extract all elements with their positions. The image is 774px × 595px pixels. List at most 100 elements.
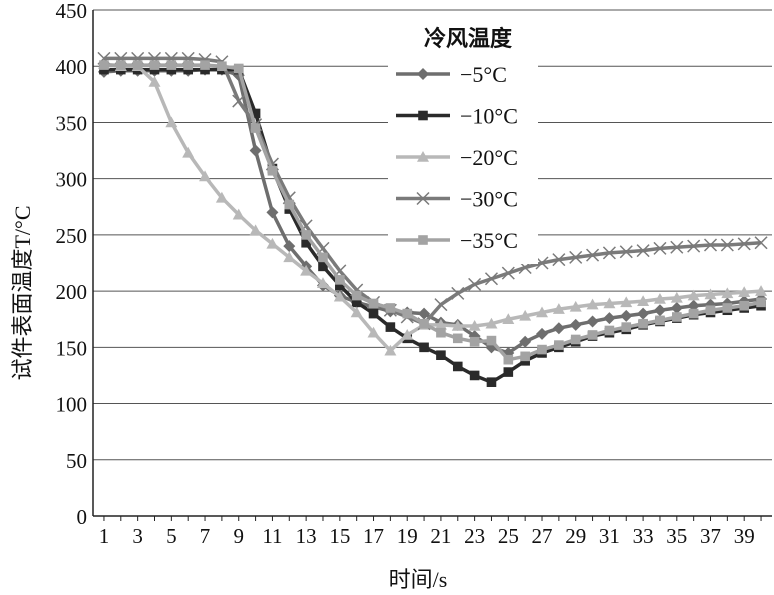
data-point — [636, 244, 650, 258]
data-point — [637, 307, 650, 320]
data-point — [519, 309, 532, 321]
data-point — [670, 291, 683, 303]
data-point — [722, 303, 733, 313]
data-point — [199, 170, 212, 182]
marker-stroke — [434, 298, 448, 312]
data-point — [569, 250, 583, 264]
data-point — [266, 206, 279, 219]
data-point — [520, 351, 530, 362]
marker-stroke — [484, 272, 499, 286]
marker-stroke — [569, 250, 583, 264]
data-point — [452, 361, 463, 372]
legend-swatch-marker — [416, 191, 430, 206]
x-tick-label-37: 37 — [700, 524, 721, 548]
data-point — [602, 246, 616, 260]
legend-label-5: −35°C — [460, 228, 518, 253]
data-point — [469, 336, 480, 347]
data-point — [519, 335, 532, 348]
data-point — [756, 297, 766, 308]
data-point — [653, 304, 666, 317]
data-point — [755, 285, 768, 296]
data-point — [351, 297, 362, 308]
data-point — [384, 344, 397, 356]
marker-stroke — [670, 240, 684, 254]
data-point — [284, 199, 295, 210]
data-point — [232, 94, 246, 108]
data-point — [721, 287, 734, 299]
marker-stroke — [703, 238, 718, 252]
data-point — [570, 334, 581, 345]
legend-swatch-marker — [418, 235, 428, 245]
y-tick-label-400: 400 — [56, 55, 88, 79]
marker-stroke — [636, 244, 650, 258]
legend-title: 冷风温度 — [424, 26, 513, 51]
data-point — [434, 318, 447, 330]
data-point — [99, 60, 109, 70]
data-point — [385, 322, 396, 332]
x-tick-label-35: 35 — [666, 524, 687, 548]
data-point — [333, 290, 346, 302]
data-point — [200, 60, 210, 70]
data-point — [672, 312, 682, 322]
data-point — [250, 123, 261, 133]
marker-stroke — [535, 256, 549, 270]
legend-item-4: −30°C — [396, 187, 518, 212]
axes — [92, 10, 772, 521]
x-tick-label-9: 9 — [233, 524, 244, 548]
marker-stroke — [619, 245, 633, 259]
marker-stroke — [720, 238, 734, 252]
data-point — [249, 144, 262, 157]
data-point — [620, 309, 633, 322]
data-point — [670, 301, 683, 314]
y-tick-label-250: 250 — [56, 224, 88, 248]
legend-label-2: −10°C — [460, 104, 518, 129]
data-point — [451, 319, 464, 331]
data-point — [301, 237, 311, 248]
legend: 冷风温度 −5°C −10°C −20°C −30°C −35°C — [388, 14, 538, 264]
data-point — [419, 342, 429, 353]
data-point — [165, 116, 178, 128]
data-point — [687, 299, 700, 312]
marker-stroke — [232, 94, 246, 108]
data-point — [166, 60, 177, 70]
data-point — [116, 60, 126, 70]
x-tick-label-17: 17 — [363, 524, 384, 548]
marker-stroke — [451, 286, 465, 300]
x-axis-title: 时间/s — [389, 567, 448, 592]
data-point — [267, 165, 278, 176]
y-tick-label-0: 0 — [77, 505, 88, 529]
marker-stroke — [416, 191, 430, 206]
series-line-4 — [103, 56, 762, 326]
x-tick-label-3: 3 — [132, 524, 143, 548]
x-tick-label-31: 31 — [599, 524, 620, 548]
data-point — [619, 245, 633, 259]
marker-stroke — [468, 277, 482, 291]
data-point — [469, 370, 480, 381]
marker-stroke — [586, 248, 600, 262]
data-point — [418, 307, 431, 320]
x-tick-label-1: 1 — [99, 524, 110, 548]
data-point — [554, 340, 564, 350]
data-point — [350, 306, 363, 318]
data-point — [486, 335, 497, 346]
data-point — [552, 303, 565, 314]
marker-stroke — [501, 266, 515, 280]
y-tick-label-350: 350 — [56, 111, 88, 135]
marker-stroke — [653, 241, 667, 255]
data-point — [301, 230, 311, 240]
data-point — [638, 318, 648, 329]
data-point — [738, 286, 751, 298]
data-point — [335, 280, 345, 291]
data-point — [552, 253, 566, 267]
data-point — [368, 298, 379, 309]
data-point — [720, 238, 734, 252]
marker-stroke — [754, 236, 768, 250]
data-point — [552, 322, 565, 335]
data-point — [604, 325, 615, 336]
data-point — [485, 317, 498, 329]
y-tick-label-50: 50 — [66, 449, 87, 473]
data-point — [486, 377, 497, 387]
y-tick-label-450: 450 — [56, 0, 88, 23]
data-point — [183, 60, 193, 70]
